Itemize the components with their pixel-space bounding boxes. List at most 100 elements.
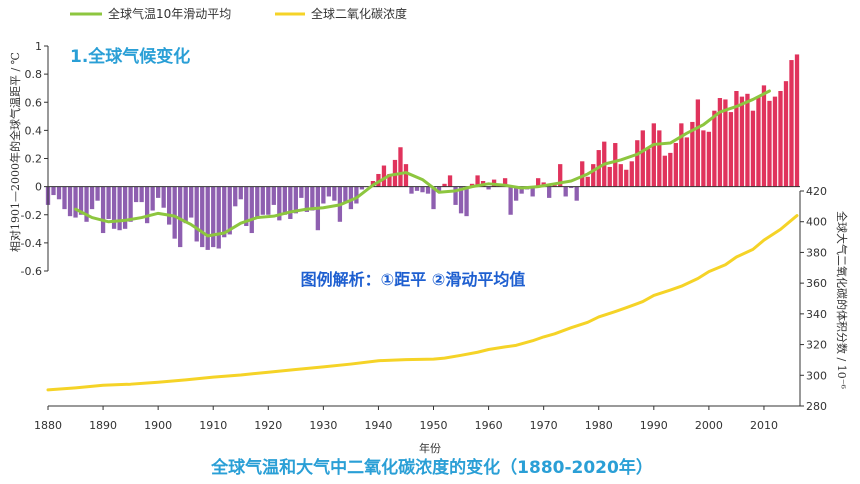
y-right-tick-label: 280 [806,400,827,413]
x-tick-label: 1880 [34,419,62,432]
legend-explanation-note: 图例解析：①距平 ②滑动平均值 [301,270,526,289]
anomaly-bar [62,186,67,210]
anomaly-bar [789,60,794,187]
anomaly-bar [717,98,723,187]
anomaly-bar [657,130,662,187]
anomaly-bar [299,186,304,198]
anomaly-bar [618,164,623,187]
y-left-tick-label: 1 [35,40,42,53]
anomaly-bar [222,186,227,238]
x-tick-label: 1940 [364,419,392,432]
y-left-tick-label: 0 [35,181,42,194]
anomaly-bar [128,186,133,222]
anomaly-bar [508,186,513,215]
anomaly-bar [756,96,761,187]
x-tick-label: 1890 [89,419,117,432]
anomaly-bar [458,186,464,214]
panel-title: 1.全球气候变化 [70,46,190,67]
anomaly-bar [117,186,122,231]
anomaly-bar [761,85,767,187]
anomaly-bar [67,186,73,217]
anomaly-bar [646,148,651,187]
y-axis-left-title: 相对1901—2000年的全球气温距平 / ℃ [8,52,22,252]
anomaly-bar [519,186,524,194]
anomaly-bar [172,186,177,239]
y-axis-right-title: 全球大气二氧化碳的体积分数 / 10⁻⁶ [835,211,849,390]
anomaly-bar [310,186,315,211]
y-left-tick-label: -0.4 [21,237,42,250]
anomaly-bar [783,81,789,187]
anomaly-bar [332,186,337,201]
anomaly-bar [635,140,640,187]
x-tick-label: 1960 [475,419,503,432]
anomaly-bar [558,164,563,187]
anomaly-bar [772,96,778,187]
anomaly-bar [387,173,392,187]
anomaly-bar [84,186,89,222]
x-tick-label: 1990 [640,419,668,432]
x-axis-title: 年份 [419,441,441,455]
x-tick-label: 1920 [254,419,282,432]
x-tick-label: 1930 [309,419,337,432]
anomaly-bar [530,186,535,197]
anomaly-bar [381,165,387,187]
anomaly-bar [745,93,750,187]
anomaly-bar [464,186,469,217]
anomaly-bar [414,186,420,191]
anomaly-bar [100,186,106,234]
anomaly-bar [734,91,739,187]
anomaly-bar [536,178,541,187]
y-left-tick-label: 0.8 [25,68,43,81]
legend-co2-label: 全球二氧化碳浓度 [311,6,407,21]
x-tick-label: 2000 [695,419,723,432]
x-tick-label: 1910 [199,419,227,432]
anomaly-bar [662,155,667,187]
anomaly-bar [513,186,519,201]
y-left-tick-label: 0.6 [25,96,43,109]
anomaly-bar [442,183,447,187]
anomaly-bar [398,147,403,187]
y-left-tick-label: -0.2 [21,209,42,222]
anomaly-bar [739,96,745,187]
anomaly-bar [178,186,183,248]
y-left-tick-label: 0.4 [25,124,43,137]
anomaly-bar [420,186,425,193]
anomaly-bar [447,175,453,187]
anomaly-bar [200,186,205,248]
y-left-tick-label: -0.6 [21,265,42,278]
anomaly-bar [216,186,221,249]
x-tick-label: 1980 [585,419,613,432]
anomaly-bar [640,130,645,187]
anomaly-bar [189,186,194,218]
y-right-tick-label: 300 [806,369,827,382]
anomaly-bar [574,186,579,201]
anomaly-bar [679,123,684,187]
anomaly-bar [591,164,596,187]
anomaly-bar [233,186,238,207]
anomaly-bar [244,186,249,227]
anomaly-bar [712,110,717,187]
anomaly-bar [767,100,772,187]
anomaly-bar [706,131,712,187]
anomaly-bar [359,186,365,190]
anomaly-bar [629,161,634,187]
anomaly-bar [167,186,172,225]
anomaly-bar [183,186,188,224]
anomaly-bar [194,186,199,242]
axes: -0.6 -0.4 -0.2 0 0.2 0.4 0.6 0.8 1 280 300 320 340 36… [21,40,827,432]
anomaly-bar [348,186,354,210]
co2-concentration-line [46,214,799,392]
anomaly-bar [684,137,690,187]
x-tick-label: 1970 [530,419,558,432]
anomaly-bar [288,186,293,219]
anomaly-bar [563,186,568,197]
anomaly-bar [547,186,552,198]
y-right-tick-label: 340 [806,308,827,321]
anomaly-bar [607,166,612,187]
anomaly-bar [95,186,100,201]
y-right-tick-label: 420 [806,185,827,198]
anomaly-bar [701,130,706,187]
anomaly-bar [580,161,585,187]
anomaly-bar [122,186,128,229]
